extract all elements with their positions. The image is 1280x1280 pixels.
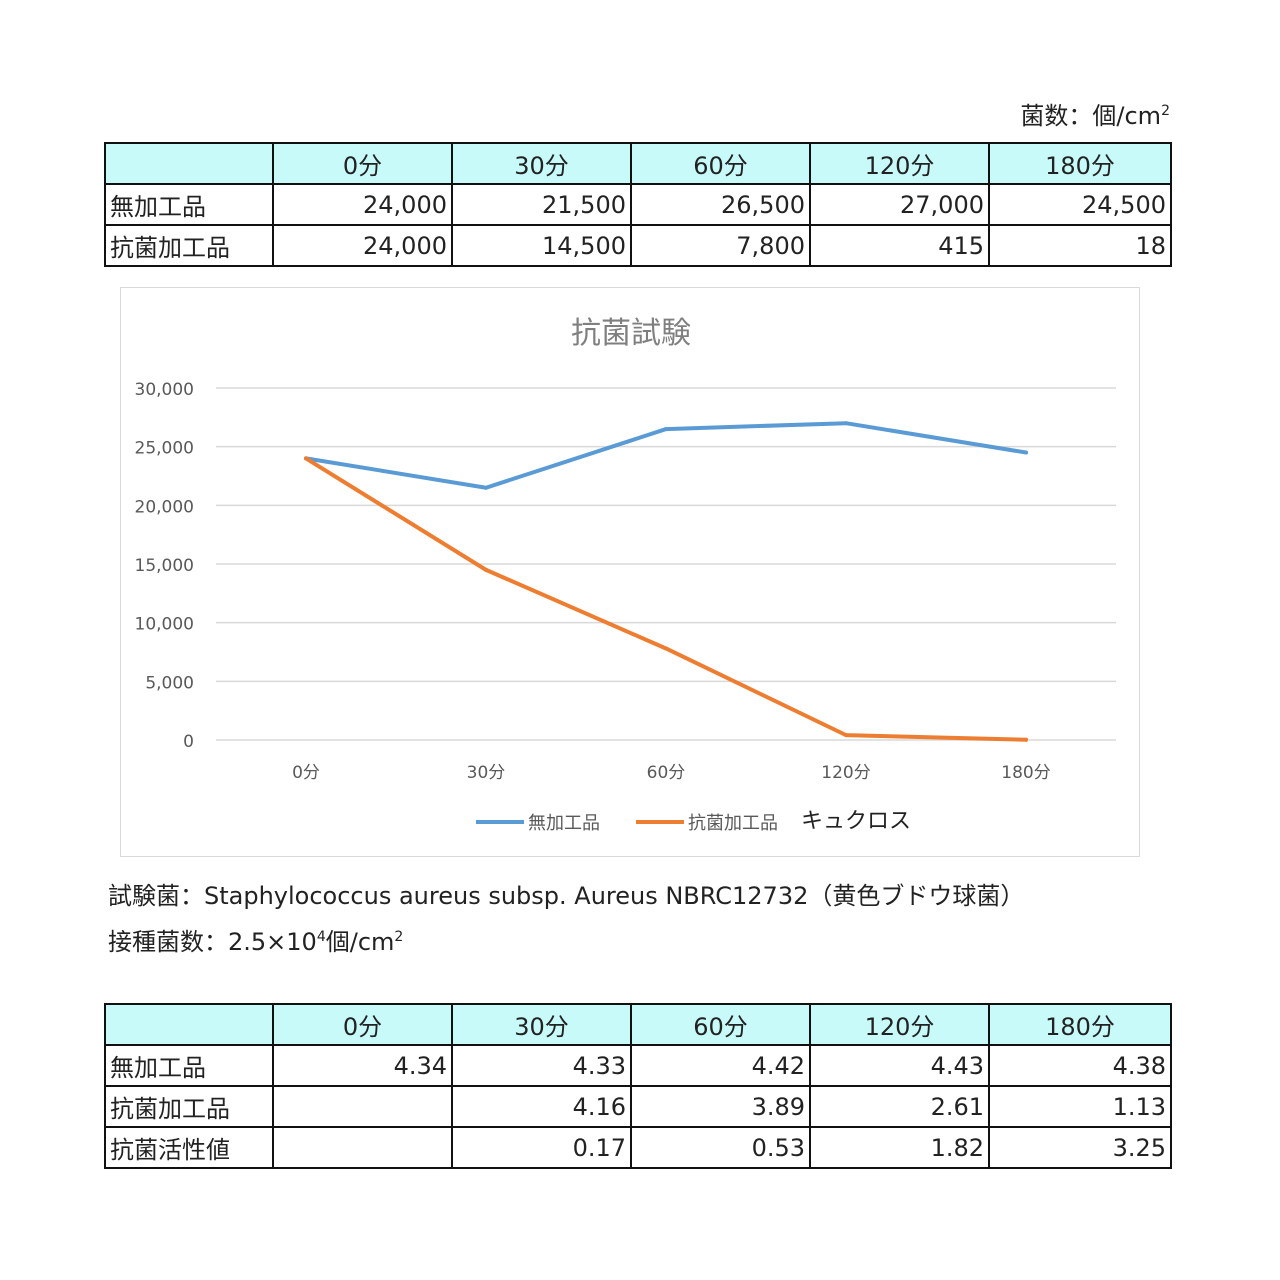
- series-line-1: [304, 421, 1028, 490]
- table-cell: 3.89: [630, 1085, 811, 1128]
- x-tick-label: 0分: [292, 763, 320, 783]
- table-cell: 2.61: [809, 1085, 990, 1128]
- table-cell: 24,000: [272, 224, 453, 267]
- count-table-header: 60分: [630, 142, 811, 185]
- x-tick-label: 180分: [1001, 763, 1050, 783]
- y-axis-ticks: 0 5,000 10,000 15,000 20,000 25,000 30,000: [135, 380, 194, 752]
- series-2-point: [1024, 737, 1028, 742]
- table-cell: 4.43: [809, 1044, 990, 1087]
- y-tick-label: 20,000: [135, 497, 194, 517]
- table-cell: 21,500: [451, 183, 632, 226]
- log-table: 0分 30分 60分 120分 180分 無加工品 4.34 4.33 4.42…: [104, 1003, 1172, 1169]
- x-axis-ticks: 0分 30分 60分 120分 180分: [292, 763, 1051, 783]
- series-1-point: [1024, 450, 1028, 455]
- series-1-point: [664, 427, 668, 432]
- inoculum-text-b: 個/cm: [325, 928, 395, 956]
- series-1-point: [844, 421, 848, 426]
- log-table-header: 120分: [809, 1003, 990, 1046]
- table-cell: [272, 1126, 453, 1169]
- chart-annotation: キュクロス: [801, 809, 911, 834]
- legend-label: 無加工品: [528, 813, 600, 834]
- table-row: 抗菌活性値 0.17 0.53 1.82 3.25: [104, 1126, 1172, 1169]
- y-tick-label: 10,000: [135, 615, 194, 635]
- unit-label-sup: 2: [1161, 103, 1170, 119]
- inoculum-unit-sup: 2: [394, 929, 404, 945]
- table-cell: 4.42: [630, 1044, 811, 1087]
- table-row: 無加工品 24,000 21,500 26,500 27,000 24,500: [104, 183, 1172, 226]
- log-table-header-corner: [104, 1003, 274, 1046]
- series-2-point: [844, 733, 848, 738]
- count-table-header: 30分: [451, 142, 632, 185]
- table-cell: 3.25: [988, 1126, 1172, 1169]
- table-cell: [272, 1085, 453, 1128]
- y-tick-label: 15,000: [135, 556, 194, 576]
- count-table-header: 180分: [988, 142, 1172, 185]
- table-cell: 4.33: [451, 1044, 632, 1087]
- table-cell: 7,800: [630, 224, 811, 267]
- log-table-header: 0分: [272, 1003, 453, 1046]
- legend-label: 抗菌加工品: [688, 813, 778, 834]
- table-cell: 26,500: [630, 183, 811, 226]
- table-row: 抗菌加工品 4.16 3.89 2.61 1.13: [104, 1085, 1172, 1128]
- y-tick-label: 0: [183, 732, 194, 752]
- series-1-point: [484, 485, 488, 490]
- table-cell: 1.82: [809, 1126, 990, 1169]
- table-cell: 4.38: [988, 1044, 1172, 1087]
- row-label: 抗菌活性値: [104, 1126, 274, 1169]
- table-cell: 27,000: [809, 183, 990, 226]
- unit-label-text: 菌数：個/cm: [1020, 102, 1162, 130]
- table-cell: 415: [809, 224, 990, 267]
- count-table-header-corner: [104, 142, 274, 185]
- row-label: 無加工品: [104, 183, 274, 226]
- unit-label: 菌数：個/cm2: [980, 96, 1170, 131]
- table-cell: 24,500: [988, 183, 1172, 226]
- count-table-header: 120分: [809, 142, 990, 185]
- x-tick-label: 60分: [647, 763, 686, 783]
- log-table-header: 180分: [988, 1003, 1172, 1046]
- series-line-2: [304, 456, 1028, 742]
- series-2-point: [484, 567, 488, 572]
- inoculum-exponent: 4: [316, 929, 326, 945]
- x-tick-label: 30分: [467, 763, 506, 783]
- table-cell: 14,500: [451, 224, 632, 267]
- table-row: 抗菌加工品 24,000 14,500 7,800 415 18: [104, 224, 1172, 267]
- series-2-point: [664, 646, 668, 651]
- x-tick-label: 120分: [821, 763, 870, 783]
- row-label: 無加工品: [104, 1044, 274, 1087]
- table-cell: 4.16: [451, 1085, 632, 1128]
- legend: 無加工品 抗菌加工品: [476, 813, 778, 834]
- series-2-point: [304, 456, 308, 461]
- table-cell: 0.17: [451, 1126, 632, 1169]
- table-row: 無加工品 4.34 4.33 4.42 4.43 4.38: [104, 1044, 1172, 1087]
- inoculum-text: 接種菌数：2.5×104個/cm2: [108, 922, 403, 957]
- count-table: 0分 30分 60分 120分 180分 無加工品 24,000 21,500 …: [104, 142, 1172, 267]
- log-table-header: 30分: [451, 1003, 632, 1046]
- table-cell: 1.13: [988, 1085, 1172, 1128]
- table-cell: 0.53: [630, 1126, 811, 1169]
- row-label: 抗菌加工品: [104, 1085, 274, 1128]
- table-cell: 24,000: [272, 183, 453, 226]
- table-cell: 4.34: [272, 1044, 453, 1087]
- count-table-header-row: 0分 30分 60分 120分 180分: [104, 142, 1172, 185]
- log-table-header: 60分: [630, 1003, 811, 1046]
- log-table-header-row: 0分 30分 60分 120分 180分: [104, 1003, 1172, 1046]
- chart-frame: 抗菌試験 0 5,000 10,000 15,000 20,000 25,000 30,00…: [120, 287, 1140, 857]
- y-tick-label: 5,000: [145, 673, 194, 693]
- row-label: 抗菌加工品: [104, 224, 274, 267]
- y-tick-label: 30,000: [135, 380, 194, 400]
- count-table-header: 0分: [272, 142, 453, 185]
- test-bacteria-text: 試験菌：Staphylococcus aureus subsp. Aureus …: [108, 882, 1025, 910]
- chart-title: 抗菌試験: [571, 316, 691, 351]
- series-lines: [304, 421, 1028, 742]
- gridlines: [216, 387, 1116, 741]
- table-cell: 18: [988, 224, 1172, 267]
- y-tick-label: 25,000: [135, 439, 194, 459]
- line-chart: 抗菌試験 0 5,000 10,000 15,000 20,000 25,000 30,00…: [135, 316, 1116, 834]
- inoculum-text-a: 接種菌数：2.5×10: [108, 928, 317, 956]
